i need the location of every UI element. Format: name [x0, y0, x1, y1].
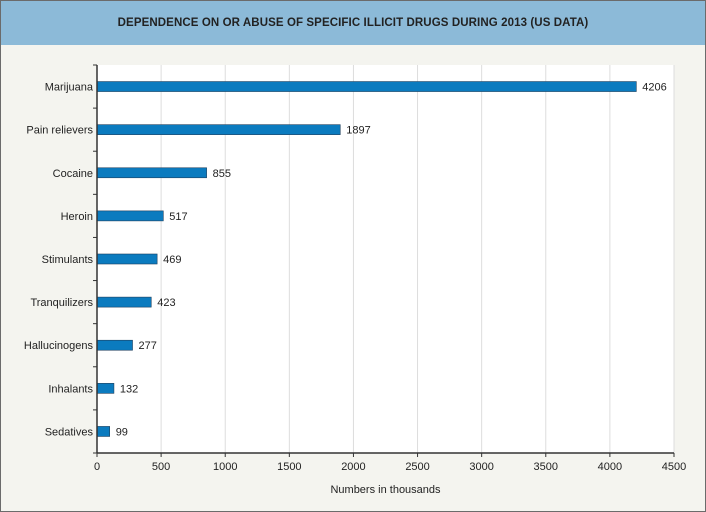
bar — [96, 339, 133, 351]
category-label: Heroin — [61, 211, 93, 223]
bar — [96, 81, 637, 92]
x-tick-label: 2500 — [405, 461, 429, 473]
x-tick-label: 500 — [152, 461, 170, 473]
x-tick-label: 4500 — [662, 461, 686, 473]
category-label: Stimulants — [42, 254, 94, 266]
category-label: Cocaine — [53, 168, 93, 180]
bar — [96, 124, 341, 135]
x-tick-label: 4000 — [598, 461, 622, 473]
category-label: Hallucinogens — [24, 340, 94, 352]
x-tick-label: 1000 — [213, 461, 237, 473]
x-axis-title: Numbers in thousands — [330, 484, 441, 496]
category-label: Sedatives — [45, 426, 94, 438]
category-label: Tranquilizers — [30, 297, 93, 309]
x-tick-label: 2000 — [341, 461, 365, 473]
data-label: 99 — [116, 426, 128, 438]
chart-title: DEPENDENCE ON OR ABUSE OF SPECIFIC ILLIC… — [117, 17, 589, 29]
category-label: Pain relievers — [26, 125, 93, 137]
data-label: 4206 — [642, 82, 666, 94]
plot-area — [97, 65, 674, 453]
bar — [96, 426, 110, 437]
x-tick-label: 3000 — [469, 461, 493, 473]
bar — [96, 296, 152, 308]
data-label: 132 — [120, 383, 138, 395]
x-tick-label: 1500 — [277, 461, 301, 473]
data-label: 855 — [213, 168, 231, 180]
bar — [96, 210, 164, 222]
data-label: 517 — [169, 211, 187, 223]
data-label: 277 — [139, 340, 157, 352]
bar — [96, 383, 115, 394]
category-label: Marijuana — [45, 82, 94, 94]
bar — [96, 167, 207, 179]
x-tick-label: 3500 — [534, 461, 558, 473]
data-label: 423 — [157, 297, 175, 309]
x-tick-label: 0 — [94, 461, 100, 473]
title-band: DEPENDENCE ON OR ABUSE OF SPECIFIC ILLIC… — [1, 1, 705, 45]
data-label: 1897 — [346, 125, 370, 137]
data-label: 469 — [163, 254, 181, 266]
category-label: Inhalants — [48, 383, 93, 395]
bar — [96, 253, 158, 265]
